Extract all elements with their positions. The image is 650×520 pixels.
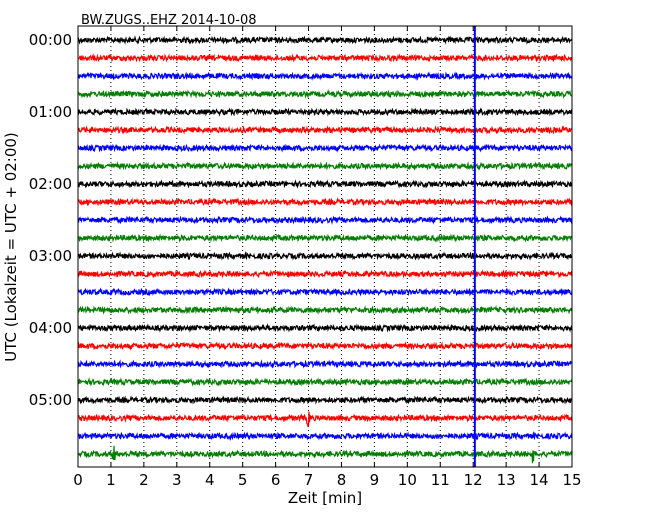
x-tick-label: 3	[172, 471, 182, 489]
seismic-traces	[77, 35, 573, 464]
y-axis-label: UTC (Lokalzeit = UTC + 02:00)	[2, 132, 20, 362]
x-tick-label: 1	[106, 471, 116, 489]
trace-line	[77, 197, 573, 207]
y-tick-label: 04:00	[29, 319, 72, 337]
plot-frame	[77, 25, 573, 468]
trace-line	[77, 71, 573, 81]
x-tick-label: 9	[370, 471, 380, 489]
trace-line	[77, 125, 573, 135]
x-tick-label: 0	[73, 471, 83, 489]
trace-line	[77, 431, 573, 441]
trace-line	[77, 215, 573, 225]
y-tick-label: 03:00	[29, 247, 72, 265]
y-tick-label: 00:00	[29, 31, 72, 49]
trace-line	[77, 377, 573, 387]
chart-title: BW.ZUGS..EHZ 2014-10-08	[81, 13, 257, 28]
y-tick-label: 02:00	[29, 175, 72, 193]
trace-line	[77, 143, 573, 153]
y-tick-label: 05:00	[29, 391, 72, 409]
x-tick-label: 15	[562, 471, 581, 489]
x-tick-label: 5	[238, 471, 248, 489]
trace-line	[77, 411, 573, 428]
trace-line	[77, 35, 573, 45]
trace-line	[77, 251, 573, 261]
trace-line	[77, 269, 573, 279]
x-axis-label: Zeit [min]	[288, 489, 362, 507]
x-tick-label: 8	[337, 471, 347, 489]
tick-marks: 0 1 2 3 4 5 6 7 8 9 10 11 12 13 14 1500:0001:0002:0003:…	[29, 26, 582, 489]
trace-line	[77, 395, 573, 405]
x-tick-label: 7	[304, 471, 314, 489]
trace-line	[77, 161, 573, 171]
trace-line	[77, 233, 573, 243]
trace-line	[77, 107, 573, 117]
x-tick-label: 12	[464, 471, 483, 489]
trace-line	[77, 53, 573, 63]
trace-line	[77, 445, 573, 464]
x-tick-label: 13	[497, 471, 516, 489]
x-tick-label: 4	[205, 471, 215, 489]
y-tick-label: 01:00	[29, 103, 72, 121]
trace-line	[77, 179, 573, 189]
x-tick-label: 10	[398, 471, 417, 489]
trace-line	[77, 89, 573, 99]
grid-lines	[110, 26, 540, 467]
trace-line	[77, 323, 573, 333]
x-tick-label: 11	[431, 471, 450, 489]
x-tick-label: 2	[139, 471, 149, 489]
trace-line	[77, 341, 573, 351]
trace-line	[77, 359, 573, 369]
trace-line	[77, 305, 573, 315]
x-tick-label: 6	[271, 471, 281, 489]
x-tick-label: 14	[530, 471, 549, 489]
trace-line	[77, 287, 573, 297]
